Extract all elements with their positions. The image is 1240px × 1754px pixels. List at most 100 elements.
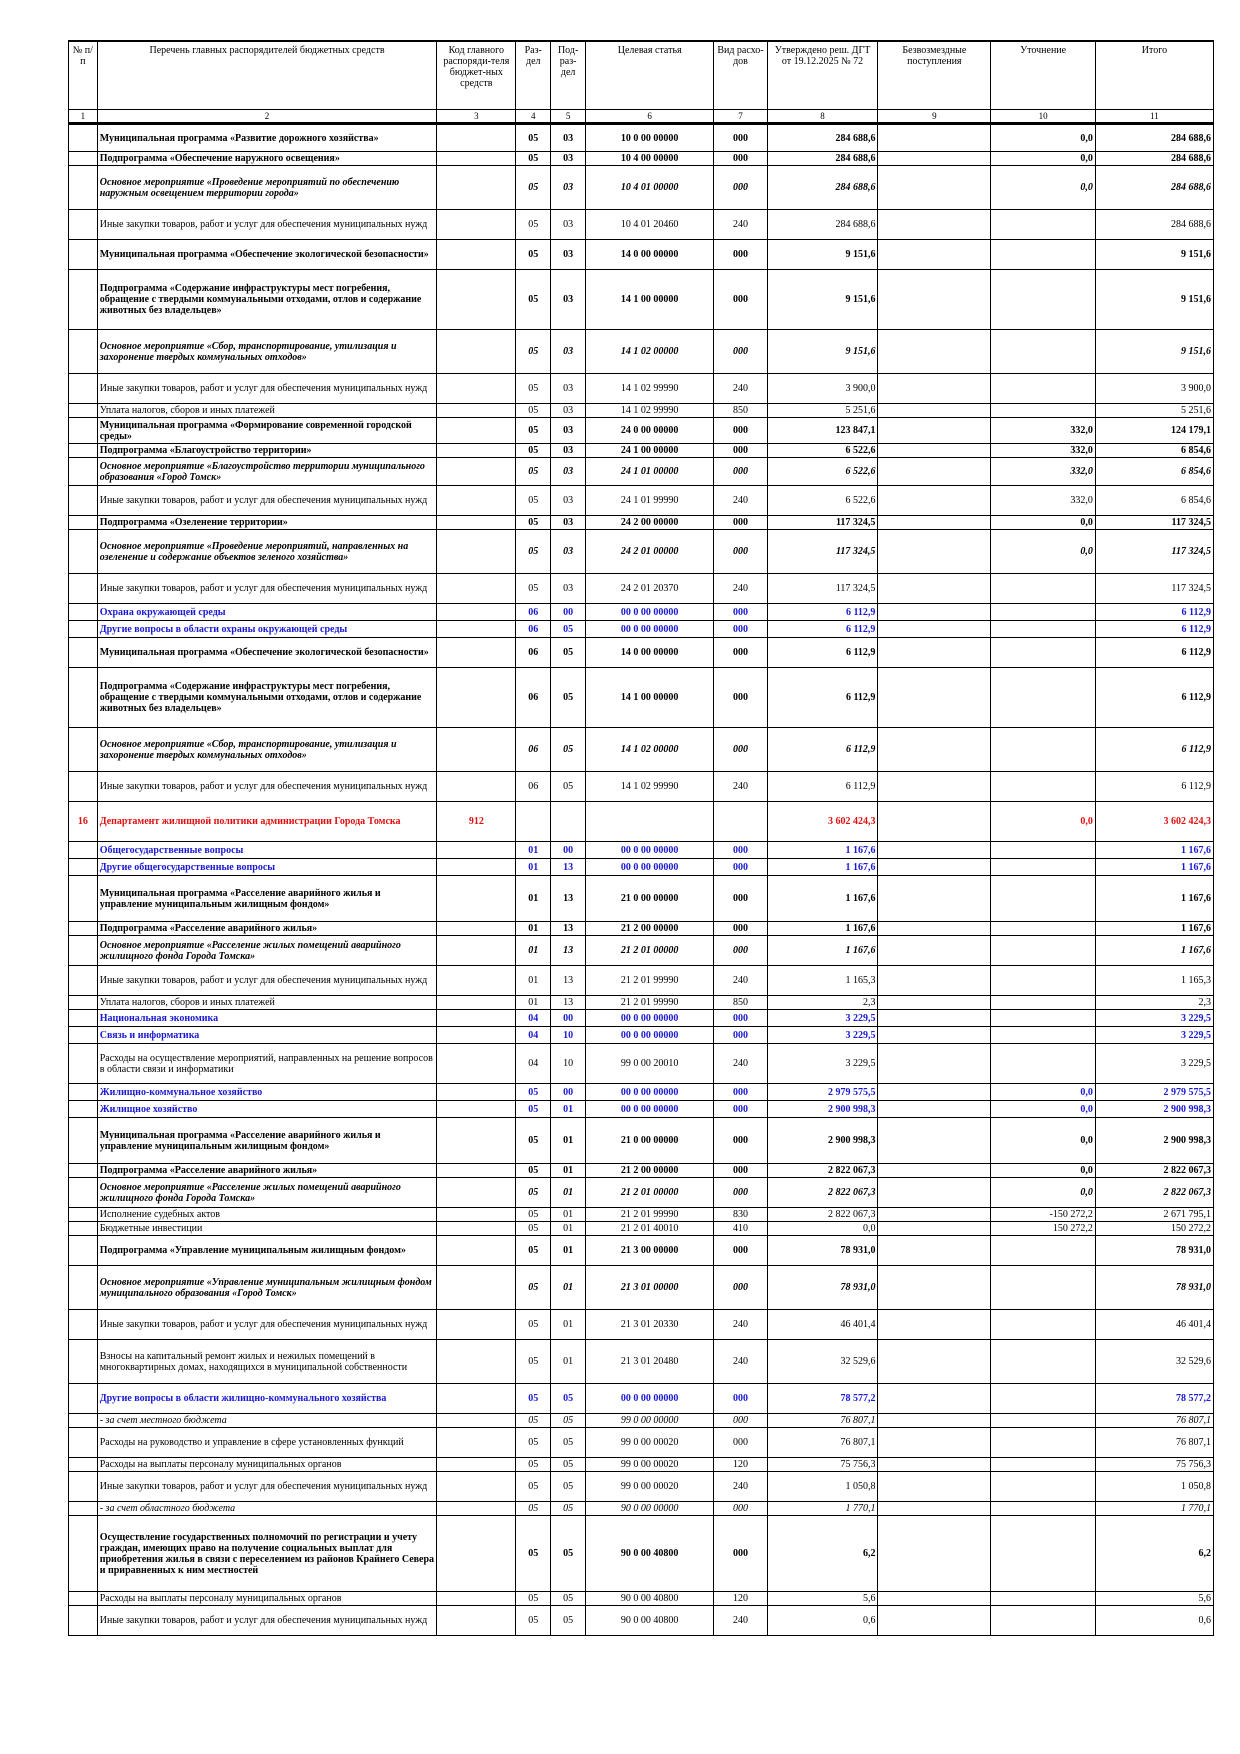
cell-chief-manager-code [436,209,517,240]
cell-gratuitous-receipts [877,1177,992,1208]
cell-row-number [68,165,98,210]
cell-chief-manager-code [436,1026,517,1044]
cell-subsection: 13 [550,995,587,1010]
cell-target-article: 00 0 00 00000 [585,1383,715,1414]
cell-total: 1 165,3 [1094,965,1215,996]
cell-row-number [68,1235,98,1266]
cell-target-article: 24 1 01 99990 [585,485,715,516]
table-row: Иные закупки товаров, работ и услуг для … [68,1471,1215,1502]
cell-expense-type: 000 [713,1083,768,1101]
cell-row-number [68,667,98,728]
table-row: Муниципальная программа «Расселение авар… [68,1117,1215,1164]
cell-approved: 3 900,0 [766,373,879,404]
cell-section: 05 [515,1235,552,1266]
cell-row-number [68,921,98,936]
cell-subsection: 05 [550,1591,587,1606]
cell-subsection: 05 [550,1605,587,1636]
cell-approved: 1 167,6 [766,935,879,966]
cell-section: 01 [515,875,552,922]
cell-name: Расходы на выплаты персоналу муниципальн… [96,1457,438,1472]
cell-approved: 3 229,5 [766,1009,879,1027]
cell-approved: 3 229,5 [766,1026,879,1044]
cell-gratuitous-receipts [877,1427,992,1458]
cell-chief-manager-code [436,620,517,638]
cell-gratuitous-receipts [877,165,992,210]
cell-chief-manager-code [436,1235,517,1266]
cell-row-number [68,1309,98,1340]
table-row: Иные закупки товаров, работ и услуг для … [68,771,1215,802]
cell-chief-manager-code [436,403,517,418]
cell-chief-manager-code [436,573,517,604]
table-row: Жилищно-коммунальное хозяйство 05 00 00 0 0… [68,1083,1215,1101]
cell-target-article: 14 1 02 99990 [585,771,715,802]
cell-chief-manager-code [436,921,517,936]
cell-expense-type: 000 [713,239,768,270]
cell-adjustment [990,1309,1096,1340]
cell-section: 01 [515,921,552,936]
table-row: Взносы на капитальный ремонт жилых и неж… [68,1339,1215,1384]
cell-expense-type: 000 [713,603,768,621]
cell-approved: 6 112,9 [766,603,879,621]
cell-section: 06 [515,727,552,772]
cell-target-article: 24 1 00 00000 [585,443,715,458]
budget-table: № п/п Перечень главных распорядителей бюд… [68,40,1215,1636]
cell-total: 6 112,9 [1094,620,1215,638]
cell-name: Иные закупки товаров, работ и услуг для … [96,573,438,604]
cell-approved: 1 050,8 [766,1471,879,1502]
cell-adjustment [990,1009,1096,1027]
cell-expense-type: 000 [713,875,768,922]
cell-approved: 1 167,6 [766,921,879,936]
cell-adjustment: 0,0 [990,1177,1096,1208]
header-number-chief-manager-code: 3 [436,109,517,125]
cell-total: 6 112,9 [1094,771,1215,802]
cell-chief-manager-code [436,239,517,270]
cell-approved: 78 577,2 [766,1383,879,1414]
cell-total: 6 112,9 [1094,727,1215,772]
cell-target-article: 21 3 01 20330 [585,1309,715,1340]
cell-total: 9 151,6 [1094,239,1215,270]
cell-expense-type [713,801,768,842]
cell-row-number [68,603,98,621]
cell-section: 04 [515,1043,552,1084]
cell-approved: 1 165,3 [766,965,879,996]
cell-adjustment: 0,0 [990,1117,1096,1164]
cell-name: Муниципальная программа «Расселение авар… [96,1117,438,1164]
cell-chief-manager-code [436,269,517,330]
cell-section: 05 [515,485,552,516]
cell-name: Подпрограмма «Расселение аварийного жиль… [96,1163,438,1178]
cell-chief-manager-code [436,529,517,574]
cell-expense-type: 000 [713,529,768,574]
cell-total: 2 671 795,1 [1094,1207,1215,1222]
header-number-name: 2 [96,109,438,125]
cell-adjustment [990,620,1096,638]
cell-name: Основное мероприятие «Сбор, транспортиро… [96,727,438,772]
cell-adjustment [990,1605,1096,1636]
cell-row-number [68,485,98,516]
cell-approved: 2 900 998,3 [766,1100,879,1118]
table-row: Основное мероприятие «Сбор, транспортиро… [68,727,1215,772]
cell-chief-manager-code [436,1163,517,1178]
cell-row-number [68,403,98,418]
cell-row-number [68,1221,98,1236]
cell-section: 05 [515,529,552,574]
table-row: Основное мероприятие «Расселение жилых п… [68,935,1215,966]
cell-row-number [68,1100,98,1118]
cell-adjustment: 0,0 [990,1083,1096,1101]
cell-section: 05 [515,1339,552,1384]
cell-subsection: 05 [550,1501,587,1516]
header-subsection: Под-раз-дел [550,40,587,110]
cell-adjustment [990,1471,1096,1502]
cell-adjustment: 332,0 [990,485,1096,516]
table-row: Другие общегосударственные вопросы 01 13 00… [68,858,1215,876]
cell-chief-manager-code [436,1009,517,1027]
cell-approved: 2 822 067,3 [766,1177,879,1208]
cell-approved: 6 112,9 [766,637,879,668]
cell-gratuitous-receipts [877,457,992,486]
cell-subsection: 01 [550,1235,587,1266]
cell-expense-type: 000 [713,1427,768,1458]
cell-target-article: 21 2 01 99990 [585,995,715,1010]
cell-approved: 5,6 [766,1591,879,1606]
cell-expense-type: 000 [713,1163,768,1178]
cell-total: 2 979 575,5 [1094,1083,1215,1101]
cell-expense-type: 000 [713,841,768,859]
